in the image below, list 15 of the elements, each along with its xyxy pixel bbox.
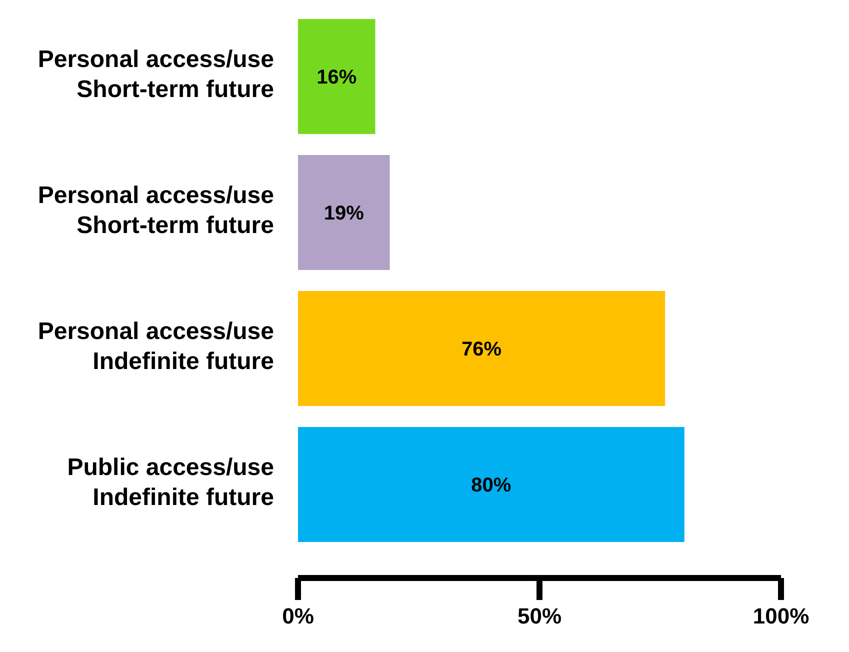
data-label: 16% <box>316 66 357 89</box>
y-tick-label: Personal access/use Short-term future <box>38 46 274 104</box>
data-label: 80% <box>471 474 512 497</box>
x-tick-label: 0% <box>282 604 314 629</box>
x-tick-label: 100% <box>752 604 810 629</box>
y-tick-label: Public access/use Indefinite future <box>67 454 274 512</box>
bar <box>298 291 666 406</box>
data-label: 76% <box>462 338 502 361</box>
data-label: 19% <box>324 202 364 225</box>
y-tick-label: Personal access/use Indefinite future <box>38 318 274 376</box>
bar <box>298 19 376 134</box>
bar <box>298 155 390 270</box>
y-tick-label: Personal access/use Short-term future <box>38 182 274 240</box>
x-tick-label: 50% <box>517 604 562 629</box>
bar <box>298 427 684 542</box>
